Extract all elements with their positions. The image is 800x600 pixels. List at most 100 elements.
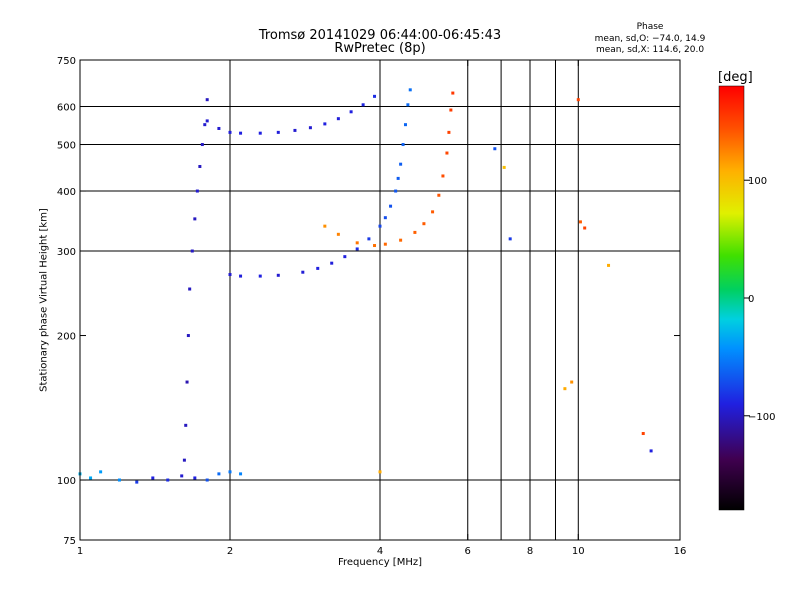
- data-point: [373, 94, 377, 98]
- y-tick-label: 200: [57, 332, 76, 343]
- y-tick-label: 750: [57, 56, 76, 67]
- colorbar-unit-label: [deg]: [718, 70, 753, 85]
- data-point: [502, 165, 506, 169]
- data-point: [378, 224, 382, 228]
- data-point: [316, 266, 320, 270]
- data-point: [258, 274, 262, 278]
- colorbar-tick-label: −100: [748, 412, 775, 423]
- x-tick-label: 8: [527, 546, 533, 557]
- x-tick-label: 1: [77, 546, 83, 557]
- data-point: [401, 143, 405, 147]
- data-point: [336, 117, 340, 121]
- y-tick-label: 300: [57, 247, 76, 258]
- data-point: [607, 263, 611, 267]
- data-point: [583, 226, 587, 230]
- data-point: [239, 472, 243, 476]
- x-axis-label: Frequency [MHz]: [337, 557, 423, 568]
- data-point: [383, 242, 387, 246]
- y-tick-label: 500: [57, 141, 76, 152]
- data-point: [406, 103, 410, 107]
- data-point: [166, 478, 170, 482]
- data-point: [413, 230, 417, 234]
- chart-title-line1: Tromsø 20141029 06:44:00-06:45:43: [258, 28, 502, 43]
- data-point: [493, 147, 497, 151]
- data-point: [200, 143, 204, 147]
- data-point: [355, 241, 359, 245]
- chart-title-line2: RwPretec (8p): [334, 41, 426, 56]
- series-2: [182, 98, 209, 462]
- data-point: [361, 103, 365, 107]
- data-point: [578, 220, 582, 224]
- data-point: [323, 224, 327, 228]
- series-3: [205, 94, 377, 135]
- series-5: [378, 98, 653, 474]
- data-point: [276, 273, 280, 277]
- data-point: [239, 131, 243, 135]
- data-point: [355, 247, 359, 251]
- data-point: [198, 164, 202, 168]
- data-point: [449, 108, 453, 112]
- data-point: [184, 423, 188, 427]
- data-point: [182, 458, 186, 462]
- x-tick-label: 2: [227, 546, 233, 557]
- y-tick-label: 100: [57, 476, 76, 487]
- x-tick-label: 10: [572, 546, 585, 557]
- x-tick-label: 4: [377, 546, 383, 557]
- data-point: [447, 130, 451, 134]
- data-point: [394, 189, 398, 193]
- series-4: [78, 470, 243, 484]
- data-point: [89, 476, 93, 480]
- data-point: [431, 210, 435, 214]
- phase-x-mode-stats: mean, sd,X: 114.6, 20.0: [595, 45, 705, 55]
- data-point: [570, 380, 574, 384]
- data-point: [576, 98, 580, 102]
- data-point: [396, 176, 400, 180]
- data-point: [276, 130, 280, 134]
- data-point: [451, 91, 455, 95]
- data-point: [293, 128, 297, 132]
- data-point: [441, 174, 445, 178]
- data-point: [383, 216, 387, 220]
- data-point: [193, 476, 197, 480]
- x-tick-label: 16: [674, 546, 687, 557]
- data-point: [408, 88, 412, 92]
- phase-colorbar: [718, 85, 745, 511]
- y-axis-label: Stationary phase Virtual Height [km]: [38, 208, 50, 392]
- data-point: [188, 287, 192, 291]
- data-point: [180, 474, 184, 478]
- data-point: [195, 189, 199, 193]
- data-point: [378, 470, 382, 474]
- data-point: [190, 249, 194, 253]
- y-tick-label: 75: [63, 536, 76, 547]
- data-point: [336, 232, 340, 236]
- data-point: [203, 123, 207, 127]
- data-point: [399, 162, 403, 166]
- data-point: [258, 131, 262, 135]
- data-point: [205, 98, 209, 102]
- data-point: [193, 217, 197, 221]
- series-0: [228, 88, 412, 278]
- data-point: [205, 119, 209, 123]
- data-point: [308, 126, 312, 130]
- data-point: [445, 151, 449, 155]
- data-point: [349, 110, 353, 114]
- data-point: [228, 470, 232, 474]
- data-point: [373, 244, 377, 248]
- data-point: [228, 273, 232, 277]
- data-point: [508, 237, 512, 241]
- data-point: [117, 478, 121, 482]
- data-point: [135, 480, 139, 484]
- data-point: [330, 261, 334, 265]
- x-tick-label: 6: [465, 546, 471, 557]
- data-point: [217, 472, 221, 476]
- data-point: [403, 123, 407, 127]
- data-point: [399, 238, 403, 242]
- y-tick-label: 600: [57, 103, 76, 114]
- data-point: [239, 274, 243, 278]
- data-point: [641, 432, 645, 436]
- data-point: [217, 126, 221, 130]
- data-point: [301, 270, 305, 274]
- data-point: [389, 204, 393, 208]
- colorbar-tick-label: 0: [748, 294, 754, 305]
